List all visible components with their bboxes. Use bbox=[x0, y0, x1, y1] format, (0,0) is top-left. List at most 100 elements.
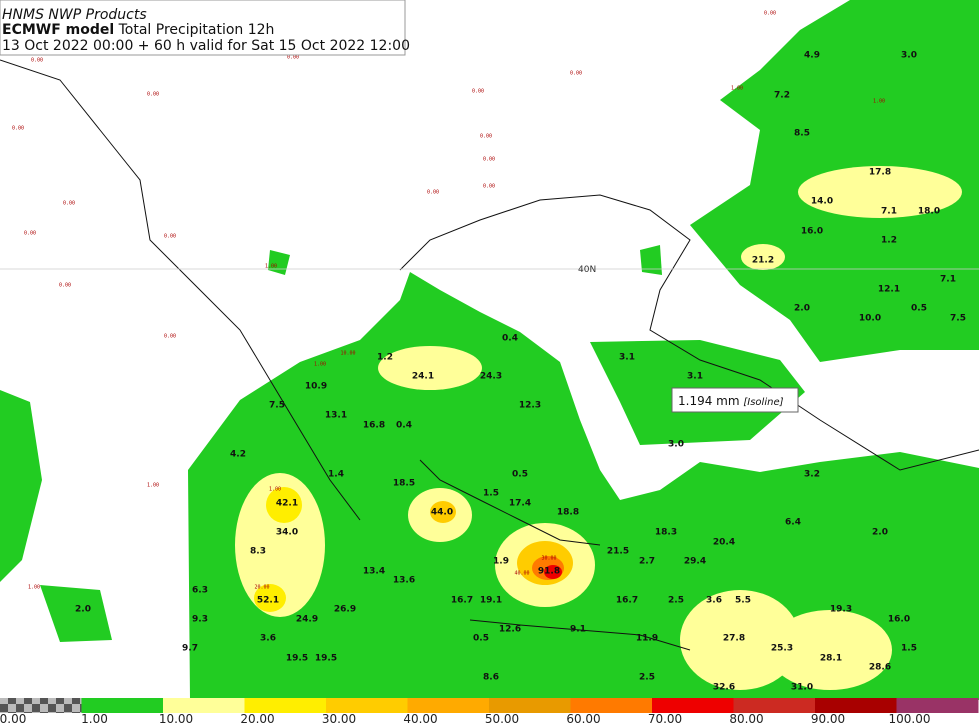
tooltip-text: 1.194 mm [Isoline] bbox=[678, 394, 784, 408]
precip-value: 28.1 bbox=[820, 654, 842, 664]
minor-value: 0.00 bbox=[147, 92, 159, 98]
precip-value: 24.1 bbox=[412, 372, 434, 382]
minor-value: 1.00 bbox=[314, 362, 326, 368]
model: ECMWF model bbox=[2, 22, 114, 38]
minor-value: 0.00 bbox=[164, 334, 176, 340]
colorbar-label: 70.00 bbox=[648, 712, 682, 725]
colorbar-label: 20.00 bbox=[240, 712, 274, 725]
precip-value: 16.7 bbox=[616, 596, 638, 606]
minor-value: 1.00 bbox=[265, 264, 277, 270]
precip-value: 6.3 bbox=[192, 586, 208, 596]
precip-value: 3.0 bbox=[668, 440, 684, 450]
precip-value: 0.5 bbox=[911, 304, 927, 314]
minor-value: 0.00 bbox=[483, 157, 495, 163]
precip-value: 7.2 bbox=[774, 91, 790, 101]
header-box bbox=[0, 0, 406, 56]
precip-value: 11.9 bbox=[636, 634, 658, 644]
precip-value: 9.1 bbox=[570, 625, 586, 635]
precip-value: 4.2 bbox=[230, 450, 246, 460]
minor-value: 0.00 bbox=[427, 190, 439, 196]
precip-value: 2.0 bbox=[75, 605, 91, 615]
minor-value: 10.00 bbox=[340, 351, 355, 357]
precip-value: 5.5 bbox=[735, 596, 751, 606]
minor-value: 1.00 bbox=[147, 483, 159, 489]
precip-value: 3.6 bbox=[706, 596, 722, 606]
precip-value: 26.9 bbox=[334, 605, 356, 615]
precip-value: 4.9 bbox=[804, 51, 820, 61]
precip-value: 42.1 bbox=[276, 499, 298, 509]
minor-value: 1.00 bbox=[873, 99, 885, 105]
precip-value: 2.0 bbox=[872, 528, 888, 538]
precip-value: 28.6 bbox=[869, 663, 891, 673]
minor-value: 20.00 bbox=[254, 585, 269, 591]
precip-value: 9.7 bbox=[182, 644, 198, 654]
precip-value: 19.5 bbox=[286, 654, 308, 664]
precip-value: 18.3 bbox=[655, 528, 677, 538]
minor-value: 0.00 bbox=[31, 58, 43, 64]
precip-value: 13.6 bbox=[393, 576, 415, 586]
precip-value: 1.2 bbox=[377, 353, 393, 363]
precip-value: 0.4 bbox=[396, 421, 412, 431]
precip-value: 2.5 bbox=[668, 596, 684, 606]
minor-value: 0.00 bbox=[570, 71, 582, 77]
precip-value: 2.5 bbox=[639, 673, 655, 683]
precip-value: 18.5 bbox=[393, 479, 415, 489]
precip-value: 25.3 bbox=[771, 644, 793, 654]
precip-value: 16.0 bbox=[801, 227, 823, 237]
precip-value: 10.0 bbox=[859, 314, 881, 324]
precip-value: 29.4 bbox=[684, 557, 706, 567]
precip-value: 21.2 bbox=[752, 256, 774, 266]
tooltip-kind: [Isoline] bbox=[743, 397, 783, 408]
minor-value: 0.00 bbox=[12, 126, 24, 132]
minor-value: 0.00 bbox=[764, 11, 776, 17]
precip-value: 13.4 bbox=[363, 567, 385, 577]
precip-value: 9.3 bbox=[192, 615, 208, 625]
precip-value: 14.0 bbox=[811, 197, 833, 207]
minor-value: 0.00 bbox=[164, 234, 176, 240]
minor-value: 0.00 bbox=[63, 201, 75, 207]
precip-value: 7.5 bbox=[950, 314, 966, 324]
coastlines bbox=[0, 59, 979, 651]
precip-value: 1.4 bbox=[328, 470, 344, 480]
colorbar-label: 40.00 bbox=[403, 712, 437, 725]
precip-value: 3.1 bbox=[687, 372, 703, 382]
precip-value: 19.3 bbox=[830, 605, 852, 615]
colorbar-segment bbox=[244, 698, 327, 713]
precip-value: 44.0 bbox=[431, 508, 453, 518]
tooltip-value: 1.194 mm bbox=[678, 394, 740, 408]
precip-value: 34.0 bbox=[276, 528, 298, 538]
colorbar-label: 60.00 bbox=[566, 712, 600, 725]
precip-value: 12.6 bbox=[499, 625, 521, 635]
precip-value: 1.5 bbox=[901, 644, 917, 654]
minor-value: 0.00 bbox=[287, 55, 299, 61]
precip-value: 17.4 bbox=[509, 499, 531, 509]
header-line: HNMS NWP Products bbox=[2, 7, 147, 23]
precip-value: 1.2 bbox=[881, 236, 897, 246]
precip-value: 0.4 bbox=[502, 334, 518, 344]
minor-value: 0.00 bbox=[24, 231, 36, 237]
precip-value: 3.6 bbox=[260, 634, 276, 644]
colorbar-label: 90.00 bbox=[811, 712, 845, 725]
precip-value: 32.6 bbox=[713, 683, 735, 693]
colorbar-segment bbox=[815, 698, 897, 713]
precip-value: 7.5 bbox=[269, 401, 285, 411]
precip-value: 16.7 bbox=[451, 596, 473, 606]
precip-value: 10.9 bbox=[305, 382, 327, 392]
precip-value: 12.1 bbox=[878, 285, 900, 295]
precip-value: 2.7 bbox=[639, 557, 655, 567]
minor-value: 1.00 bbox=[28, 585, 40, 591]
colorbar-label: 80.00 bbox=[729, 712, 763, 725]
precip-value: 16.8 bbox=[363, 421, 385, 431]
precip-value: 27.8 bbox=[723, 634, 745, 644]
colorbar-segment bbox=[489, 698, 571, 713]
minor-value: 0.00 bbox=[472, 89, 484, 95]
precip-field bbox=[0, 0, 979, 700]
colorbar-label: 1.00 bbox=[81, 712, 108, 725]
precip-value: 31.0 bbox=[791, 683, 813, 693]
precip-value: 18.8 bbox=[557, 508, 579, 518]
colorbar-label: 30.00 bbox=[322, 712, 356, 725]
precip-value: 1.9 bbox=[493, 557, 509, 567]
tooltip bbox=[671, 387, 799, 413]
precip-value: 12.3 bbox=[519, 401, 541, 411]
